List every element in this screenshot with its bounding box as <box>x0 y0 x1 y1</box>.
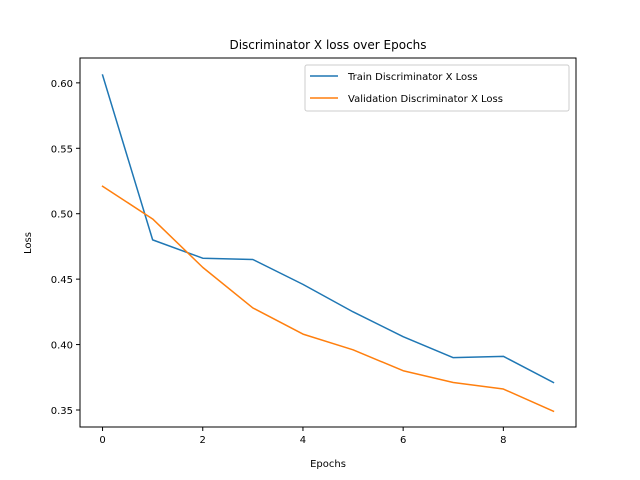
chart-title: Discriminator X loss over Epochs <box>229 38 426 52</box>
legend-label-train: Train Discriminator X Loss <box>347 72 478 83</box>
plot-area: 0 2 4 6 8 0.35 0.40 0.45 0.50 0.55 0.60 <box>51 57 577 446</box>
series-line-train <box>101 74 555 384</box>
axes-frame <box>79 57 577 428</box>
x-tick-label: 2 <box>200 435 206 446</box>
series-line-validation <box>101 185 555 413</box>
x-tick-label: 4 <box>300 435 306 446</box>
x-tick-label: 6 <box>400 435 406 446</box>
legend-box <box>304 64 570 112</box>
legend-label-validation: Validation Discriminator X Loss <box>348 94 503 105</box>
y-tick-label: 0.35 <box>51 406 73 417</box>
y-tick-label: 0.50 <box>51 210 73 221</box>
y-tick-label: 0.40 <box>51 341 73 352</box>
y-tick-label: 0.60 <box>51 79 73 90</box>
x-axis-label: Epochs <box>310 459 346 470</box>
y-axis-ticks: 0.35 0.40 0.45 0.50 0.55 0.60 <box>51 79 80 417</box>
x-axis-ticks: 0 2 4 6 8 <box>99 427 507 446</box>
series-lines <box>101 74 555 413</box>
legend: Train Discriminator X Loss Validation Di… <box>304 64 570 112</box>
y-tick-label: 0.55 <box>51 144 73 155</box>
y-tick-label: 0.45 <box>51 275 73 286</box>
x-tick-label: 8 <box>500 435 506 446</box>
y-axis-label: Loss <box>23 232 34 254</box>
x-tick-label: 0 <box>99 435 105 446</box>
